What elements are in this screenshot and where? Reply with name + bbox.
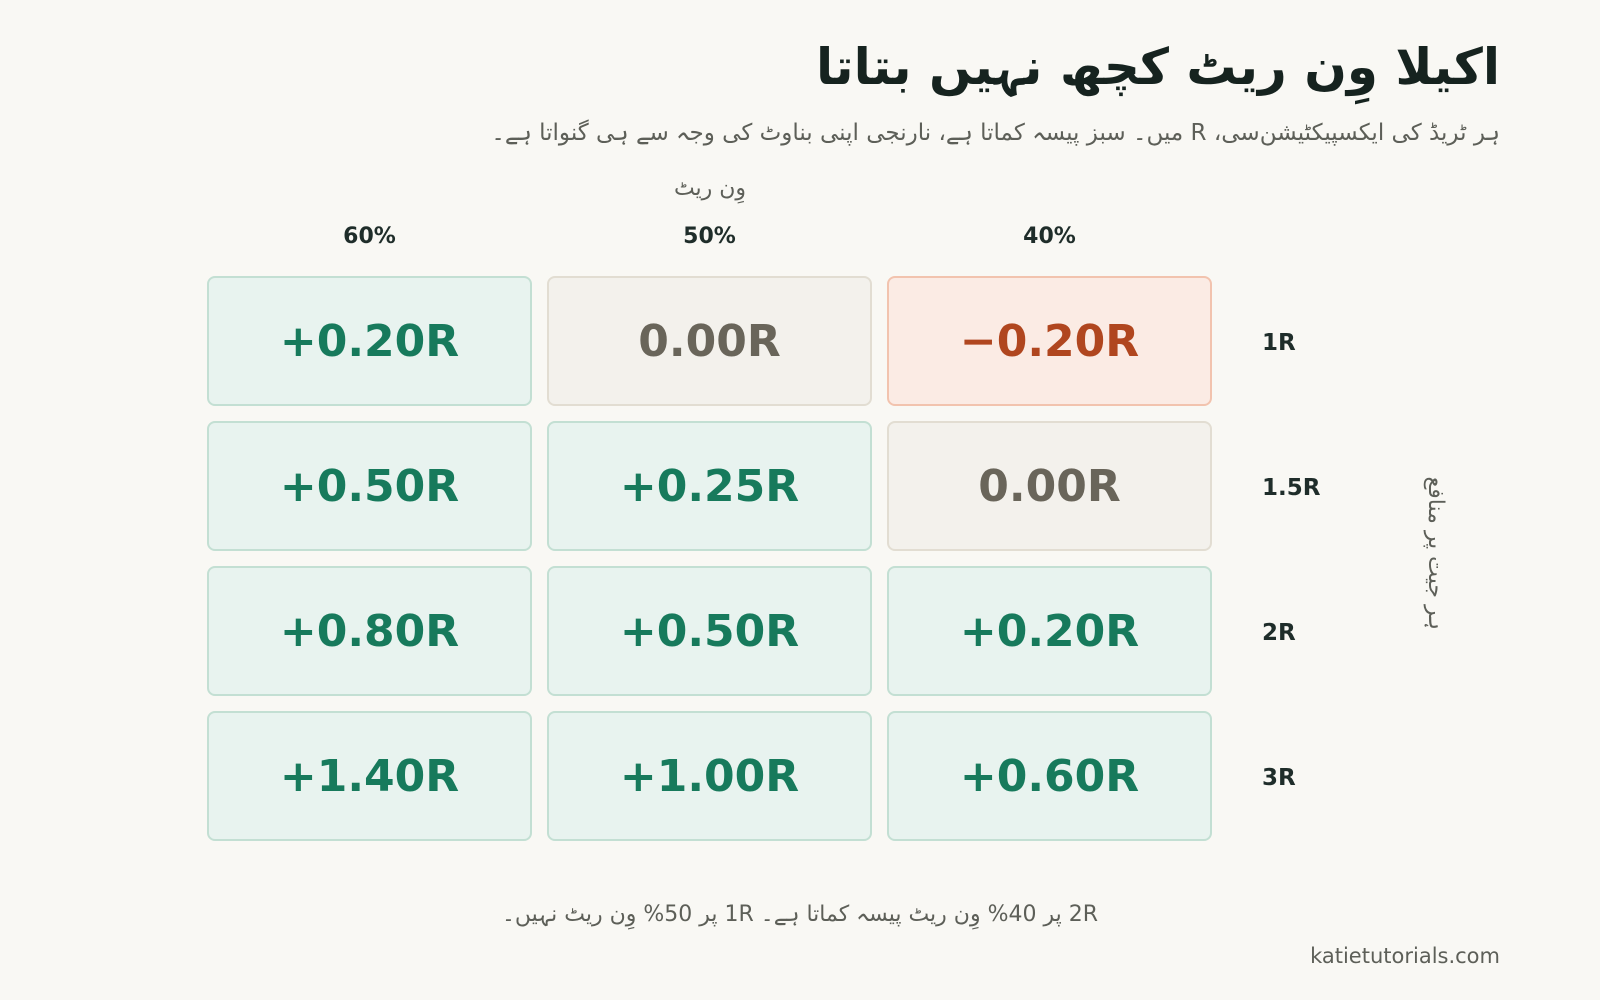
cell-1r-50: 0.00R <box>547 276 872 406</box>
cell-2r-50: +0.50R <box>547 566 872 696</box>
footnote: 2R پر 40% وِن ریٹ پیسہ کماتا ہے۔ 1R پر 5… <box>501 902 1099 927</box>
row-header-3r: 3R <box>1262 765 1296 791</box>
page-title: اکیلا وِن ریٹ کچھ نہیں بتاتا <box>816 38 1500 96</box>
x-axis-label: وِن ریٹ <box>673 176 747 201</box>
cell-2r-60: +0.80R <box>207 566 532 696</box>
row-header-2r: 2R <box>1262 620 1296 646</box>
cell-1-5r-60: +0.50R <box>207 421 532 551</box>
column-header-60: 60% <box>343 224 396 249</box>
cell-3r-60: +1.40R <box>207 711 532 841</box>
cell-1-5r-40: 0.00R <box>887 421 1212 551</box>
column-header-40: 40% <box>1023 224 1076 249</box>
y-axis-label: ہر جیت پر منافع <box>1423 476 1448 630</box>
column-header-50: 50% <box>683 224 736 249</box>
row-header-1r: 1R <box>1262 330 1296 356</box>
row-header-1-5r: 1.5R <box>1262 475 1321 501</box>
cell-1r-40: −0.20R <box>887 276 1212 406</box>
brand-link[interactable]: katietutorials.com <box>1310 944 1500 968</box>
cell-3r-40: +0.60R <box>887 711 1212 841</box>
cell-3r-50: +1.00R <box>547 711 872 841</box>
cell-1r-60: +0.20R <box>207 276 532 406</box>
page-subtitle: ہر ٹریڈ کی ایکسپیکٹیشن‌سی، R میں۔ سبز پی… <box>491 120 1500 146</box>
cell-1-5r-50: +0.25R <box>547 421 872 551</box>
cell-2r-40: +0.20R <box>887 566 1212 696</box>
